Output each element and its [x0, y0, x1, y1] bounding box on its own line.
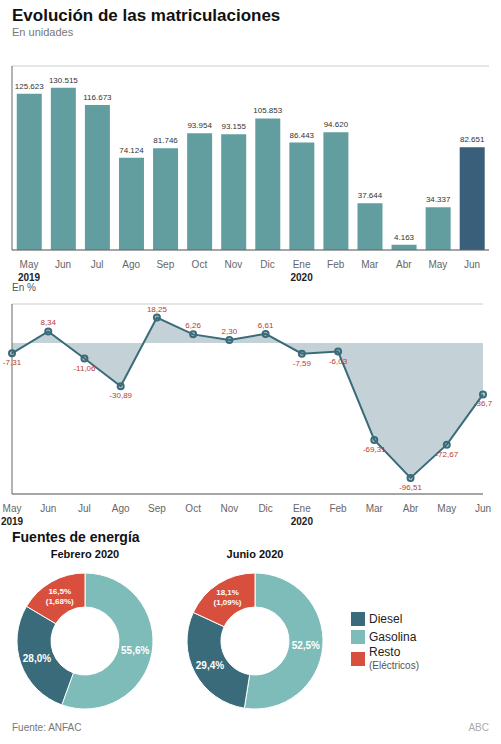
svg-text:29,4%: 29,4% [196, 660, 224, 671]
html-text:Resto: Resto [369, 645, 401, 659]
svg-text:130.515: 130.515 [49, 76, 78, 85]
svg-text:Ene: Ene [293, 503, 311, 514]
svg-text:Ago: Ago [122, 259, 140, 270]
svg-text:Sep: Sep [148, 503, 166, 514]
svg-text:105.853: 105.853 [253, 106, 282, 115]
svg-text:2020: 2020 [291, 516, 314, 526]
svg-text:52,5%: 52,5% [292, 640, 320, 651]
svg-text:Jul: Jul [91, 259, 104, 270]
svg-text:May: May [437, 503, 456, 514]
html-text:(Eléctricos): (Eléctricos) [369, 660, 419, 671]
svg-text:May: May [8, 503, 21, 514]
html-text:Junio 2020: Junio 2020 [226, 548, 284, 560]
svg-text:-96,51: -96,51 [399, 483, 422, 492]
svg-text:(1,68%): (1,68%) [46, 597, 74, 606]
svg-text:Nov: Nov [225, 259, 243, 270]
svg-text:Jun: Jun [464, 259, 480, 270]
svg-text:2020: 2020 [290, 272, 313, 282]
svg-text:125.623: 125.623 [15, 82, 44, 91]
svg-text:2019: 2019 [18, 272, 41, 282]
svg-text:Mar: Mar [361, 259, 379, 270]
svg-text:Feb: Feb [329, 503, 347, 514]
svg-text:Sep: Sep [156, 259, 174, 270]
svg-text:94.620: 94.620 [324, 120, 349, 129]
svg-text:2019: 2019 [8, 516, 24, 526]
svg-text:28,0%: 28,0% [23, 653, 51, 664]
svg-text:4.163: 4.163 [394, 233, 415, 242]
html-text:En unidades: En unidades [12, 26, 74, 38]
html-text:Fuentes de energía: Fuentes de energía [12, 529, 140, 545]
svg-text:Jun: Jun [55, 259, 71, 270]
svg-text:55,6%: 55,6% [121, 645, 149, 656]
html-text:En %: En % [12, 282, 36, 293]
svg-text:86.443: 86.443 [290, 131, 315, 140]
svg-text:Jun: Jun [40, 503, 56, 514]
html-text:Evolución de las matriculacion: Evolución de las matriculaciones [12, 6, 281, 25]
svg-text:Abr: Abr [403, 503, 419, 514]
svg-text:Dic: Dic [258, 503, 272, 514]
svg-text:Mar: Mar [366, 503, 384, 514]
svg-text:18,25: 18,25 [147, 305, 168, 314]
html-text:ABC: ABC [468, 722, 489, 733]
svg-text:-11,06: -11,06 [73, 364, 96, 373]
svg-text:116.673: 116.673 [83, 93, 112, 102]
svg-text:-72,67: -72,67 [435, 450, 458, 459]
svg-text:Abr: Abr [396, 259, 412, 270]
svg-text:Nov: Nov [220, 503, 238, 514]
html-text:Febrero 2020: Febrero 2020 [50, 548, 120, 560]
svg-text:-7,31: -7,31 [8, 358, 22, 367]
html-text:Gasolina: Gasolina [369, 629, 417, 644]
svg-text:Jul: Jul [78, 503, 91, 514]
svg-text:-69,31: -69,31 [363, 445, 386, 454]
svg-text:8,34: 8,34 [40, 318, 56, 327]
svg-text:Jun: Jun [475, 503, 491, 514]
svg-text:93.954: 93.954 [187, 121, 212, 130]
svg-text:6,26: 6,26 [185, 321, 201, 330]
svg-text:34.337: 34.337 [426, 195, 451, 204]
svg-text:74.124: 74.124 [119, 146, 144, 155]
svg-text:37.644: 37.644 [358, 191, 383, 200]
svg-text:6,61: 6,61 [258, 321, 274, 330]
svg-text:(1,09%): (1,09%) [214, 598, 242, 607]
html-text:Fuente: ANFAC: Fuente: ANFAC [12, 722, 82, 733]
svg-text:-7,59: -7,59 [293, 359, 312, 368]
svg-text:93.155: 93.155 [221, 122, 246, 131]
svg-text:18,1%: 18,1% [216, 588, 239, 597]
svg-text:Oct: Oct [185, 503, 201, 514]
svg-text:Ene: Ene [293, 259, 311, 270]
svg-text:May: May [428, 259, 447, 270]
svg-text:Oct: Oct [192, 259, 208, 270]
svg-text:-36,7: -36,7 [474, 399, 493, 408]
svg-text:Dic: Dic [260, 259, 274, 270]
svg-text:82.651: 82.651 [460, 135, 485, 144]
svg-text:Feb: Feb [327, 259, 345, 270]
html-text:Diesel: Diesel [369, 611, 403, 626]
svg-text:Ago: Ago [112, 503, 130, 514]
svg-text:16,5%: 16,5% [48, 587, 71, 596]
svg-text:2,30: 2,30 [222, 327, 238, 336]
svg-text:81.746: 81.746 [153, 136, 178, 145]
svg-text:-6,03: -6,03 [329, 357, 348, 366]
svg-text:-30,89: -30,89 [109, 391, 132, 400]
svg-text:May: May [20, 259, 39, 270]
